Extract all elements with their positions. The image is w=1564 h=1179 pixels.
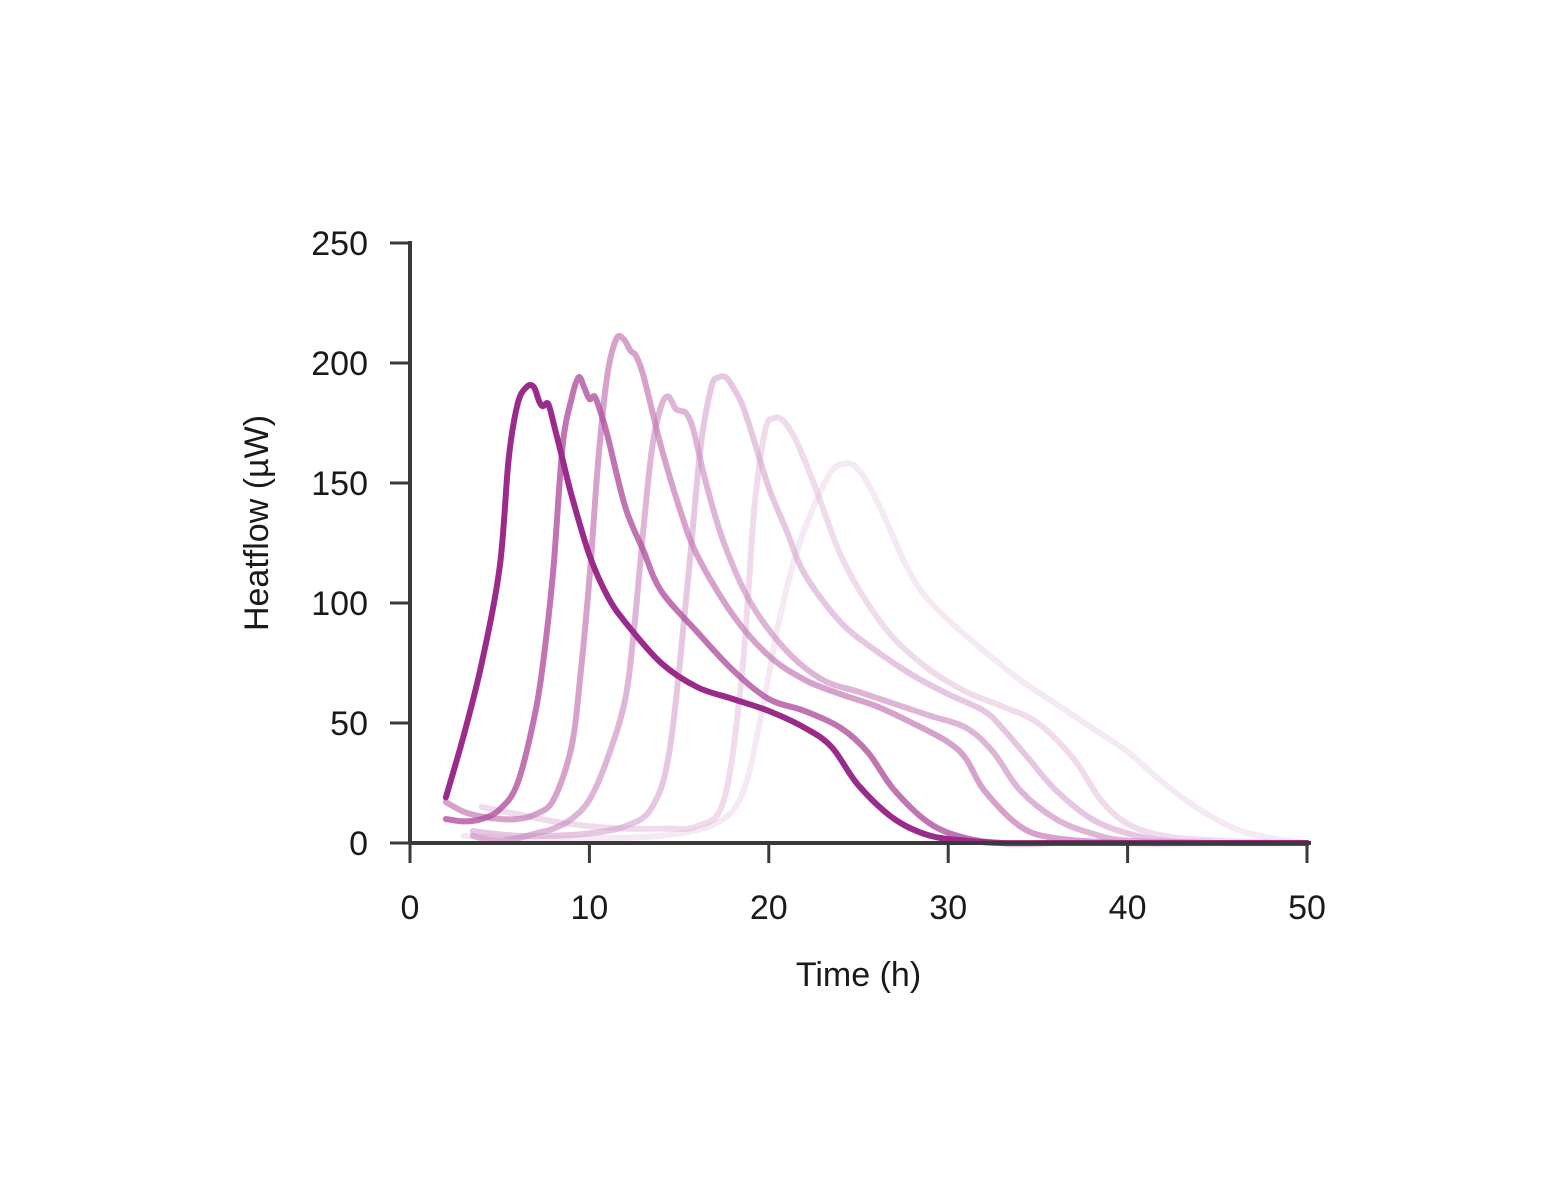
- y-tick-label: 150: [311, 465, 368, 503]
- y-tick-label: 200: [311, 345, 368, 383]
- y-tick-label: 0: [349, 825, 368, 863]
- x-tick-label: 50: [1288, 889, 1326, 927]
- y-tick-label: 50: [330, 705, 368, 743]
- x-tick-label: 20: [750, 889, 788, 927]
- series-line-7: [460, 460, 1310, 846]
- series-line-2: [442, 374, 1310, 847]
- x-tick-label: 40: [1109, 889, 1147, 927]
- y-tick-label: 250: [311, 225, 368, 263]
- y-tick-label: 100: [311, 585, 368, 623]
- axes-layer: [408, 241, 1311, 845]
- x-axis-title: Time (h): [796, 956, 921, 994]
- x-tick-label: 0: [401, 889, 420, 927]
- series-line-1: [442, 382, 1310, 847]
- series-line-3: [442, 332, 1310, 847]
- y-axis-title: Heatflow (µW): [238, 415, 276, 631]
- ticks-layer: 0 10 20 30 40 50 0 50 100 150 200 250: [311, 225, 1326, 927]
- series-layer: [442, 332, 1310, 847]
- x-tick-label: 30: [929, 889, 967, 927]
- series-line-6: [478, 414, 1310, 846]
- series-line-5: [469, 373, 1310, 847]
- x-tick-label: 10: [570, 889, 608, 927]
- series-line-4: [469, 393, 1310, 847]
